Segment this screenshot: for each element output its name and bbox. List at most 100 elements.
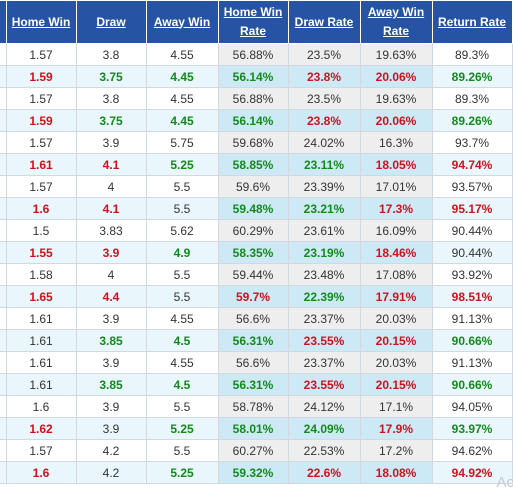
home-win-rate-cell: 58.78% bbox=[217, 395, 289, 418]
header-label: Home Win bbox=[223, 5, 283, 19]
table-row: 1.57 4.2 5.5 60.27% 22.53% 17.2% 94.62% bbox=[0, 439, 513, 462]
draw-rate-cell: 23.5% bbox=[287, 87, 361, 110]
away-win-odds-cell: 5.5 bbox=[145, 395, 219, 418]
home-win-odds-cell: 1.62 bbox=[5, 417, 77, 440]
draw-odds-cell: 3.85 bbox=[75, 329, 147, 352]
return-rate-cell: 95.17% bbox=[431, 197, 513, 220]
header-away-win-rate[interactable]: Away Win Rate bbox=[359, 0, 433, 44]
table-row: 1.55 3.9 4.9 58.35% 23.19% 18.46% 90.44% bbox=[0, 241, 513, 264]
draw-odds-cell: 3.8 bbox=[75, 43, 147, 66]
home-win-odds-cell: 1.6 bbox=[5, 395, 77, 418]
home-win-rate-cell: 56.31% bbox=[217, 329, 289, 352]
home-win-rate-cell: 59.6% bbox=[217, 175, 289, 198]
draw-odds-cell: 3.9 bbox=[75, 307, 147, 330]
home-win-rate-cell: 59.7% bbox=[217, 285, 289, 308]
home-win-odds-cell: 1.5 bbox=[5, 219, 77, 242]
return-rate-cell: 94.62% bbox=[431, 439, 513, 462]
table-body: 1.57 3.8 4.55 56.88% 23.5% 19.63% 89.3% 1.59 3.7… bbox=[0, 43, 513, 484]
draw-odds-cell: 3.9 bbox=[75, 417, 147, 440]
return-rate-cell: 94.74% bbox=[431, 153, 513, 176]
away-win-odds-cell: 5.5 bbox=[145, 285, 219, 308]
return-rate-cell: 89.3% bbox=[431, 87, 513, 110]
draw-rate-cell: 23.11% bbox=[287, 153, 361, 176]
header-return-rate[interactable]: Return Rate bbox=[431, 0, 513, 44]
away-win-rate-cell: 18.05% bbox=[359, 153, 433, 176]
home-win-odds-cell: 1.57 bbox=[5, 43, 77, 66]
header-label: Home Win bbox=[11, 14, 71, 29]
home-win-odds-cell: 1.57 bbox=[5, 175, 77, 198]
home-win-rate-cell: 59.48% bbox=[217, 197, 289, 220]
home-win-rate-cell: 60.29% bbox=[217, 219, 289, 242]
table-row: 1.61 3.85 4.5 56.31% 23.55% 20.15% 90.66% bbox=[0, 373, 513, 396]
header-label: Rate bbox=[382, 24, 409, 38]
away-win-odds-cell: 5.62 bbox=[145, 219, 219, 242]
header-label: Return Rate bbox=[437, 14, 506, 29]
table-row: 1.57 4 5.5 59.6% 23.39% 17.01% 93.57% bbox=[0, 175, 513, 198]
home-win-rate-cell: 56.88% bbox=[217, 87, 289, 110]
header-home-win-rate[interactable]: Home Win Rate bbox=[217, 0, 289, 44]
away-win-rate-cell: 20.15% bbox=[359, 373, 433, 396]
header-home-win[interactable]: Home Win bbox=[5, 0, 77, 44]
home-win-rate-cell: 56.14% bbox=[217, 65, 289, 88]
header-draw-rate[interactable]: Draw Rate bbox=[287, 0, 361, 44]
away-win-odds-cell: 4.5 bbox=[145, 373, 219, 396]
home-win-rate-cell: 58.01% bbox=[217, 417, 289, 440]
table-row: 1.61 3.9 4.55 56.6% 23.37% 20.03% 91.13% bbox=[0, 351, 513, 374]
return-rate-cell: 93.92% bbox=[431, 263, 513, 286]
draw-rate-cell: 23.21% bbox=[287, 197, 361, 220]
table-row: 1.61 3.85 4.5 56.31% 23.55% 20.15% 90.66% bbox=[0, 329, 513, 352]
away-win-rate-cell: 17.1% bbox=[359, 395, 433, 418]
table-row: 1.62 3.9 5.25 58.01% 24.09% 17.9% 93.97% bbox=[0, 417, 513, 440]
draw-rate-cell: 24.02% bbox=[287, 131, 361, 154]
table-row: 1.5 3.83 5.62 60.29% 23.61% 16.09% 90.44% bbox=[0, 219, 513, 242]
return-rate-cell: 90.44% bbox=[431, 241, 513, 264]
draw-rate-cell: 23.55% bbox=[287, 373, 361, 396]
home-win-odds-cell: 1.6 bbox=[5, 461, 77, 484]
header-label: Away Win bbox=[153, 14, 211, 29]
draw-rate-cell: 24.09% bbox=[287, 417, 361, 440]
return-rate-cell: 93.57% bbox=[431, 175, 513, 198]
draw-odds-cell: 4.1 bbox=[75, 197, 147, 220]
away-win-odds-cell: 4.45 bbox=[145, 109, 219, 132]
home-win-rate-cell: 59.44% bbox=[217, 263, 289, 286]
draw-odds-cell: 4.4 bbox=[75, 285, 147, 308]
away-win-rate-cell: 20.15% bbox=[359, 329, 433, 352]
away-win-odds-cell: 4.55 bbox=[145, 43, 219, 66]
draw-rate-cell: 23.39% bbox=[287, 175, 361, 198]
home-win-odds-cell: 1.57 bbox=[5, 439, 77, 462]
draw-odds-cell: 3.75 bbox=[75, 65, 147, 88]
draw-odds-cell: 3.9 bbox=[75, 395, 147, 418]
away-win-rate-cell: 17.01% bbox=[359, 175, 433, 198]
table-row: 1.57 3.9 5.75 59.68% 24.02% 16.3% 93.7% bbox=[0, 131, 513, 154]
draw-rate-cell: 22.53% bbox=[287, 439, 361, 462]
draw-odds-cell: 4 bbox=[75, 263, 147, 286]
header-label: Rate bbox=[239, 24, 266, 38]
draw-odds-cell: 4.1 bbox=[75, 153, 147, 176]
draw-odds-cell: 3.83 bbox=[75, 219, 147, 242]
header-away-win[interactable]: Away Win bbox=[145, 0, 219, 44]
home-win-odds-cell: 1.61 bbox=[5, 373, 77, 396]
away-win-rate-cell: 16.09% bbox=[359, 219, 433, 242]
draw-odds-cell: 3.85 bbox=[75, 373, 147, 396]
table-row: 1.6 4.1 5.5 59.48% 23.21% 17.3% 95.17% bbox=[0, 197, 513, 220]
draw-rate-cell: 22.6% bbox=[287, 461, 361, 484]
header-label: Away Win bbox=[367, 5, 425, 19]
away-win-odds-cell: 4.9 bbox=[145, 241, 219, 264]
header-draw[interactable]: Draw bbox=[75, 0, 147, 44]
return-rate-cell: 94.92% bbox=[431, 461, 513, 484]
table-row: 1.61 3.9 4.55 56.6% 23.37% 20.03% 91.13% bbox=[0, 307, 513, 330]
draw-odds-cell: 3.9 bbox=[75, 351, 147, 374]
away-win-rate-cell: 18.08% bbox=[359, 461, 433, 484]
away-win-odds-cell: 4.55 bbox=[145, 351, 219, 374]
return-rate-cell: 89.26% bbox=[431, 65, 513, 88]
return-rate-cell: 98.51% bbox=[431, 285, 513, 308]
header-label: Draw bbox=[96, 14, 126, 29]
home-win-odds-cell: 1.61 bbox=[5, 351, 77, 374]
return-rate-cell: 93.7% bbox=[431, 131, 513, 154]
away-win-rate-cell: 17.08% bbox=[359, 263, 433, 286]
home-win-odds-cell: 1.59 bbox=[5, 109, 77, 132]
home-win-odds-cell: 1.58 bbox=[5, 263, 77, 286]
home-win-rate-cell: 58.35% bbox=[217, 241, 289, 264]
home-win-rate-cell: 58.85% bbox=[217, 153, 289, 176]
away-win-rate-cell: 20.06% bbox=[359, 109, 433, 132]
